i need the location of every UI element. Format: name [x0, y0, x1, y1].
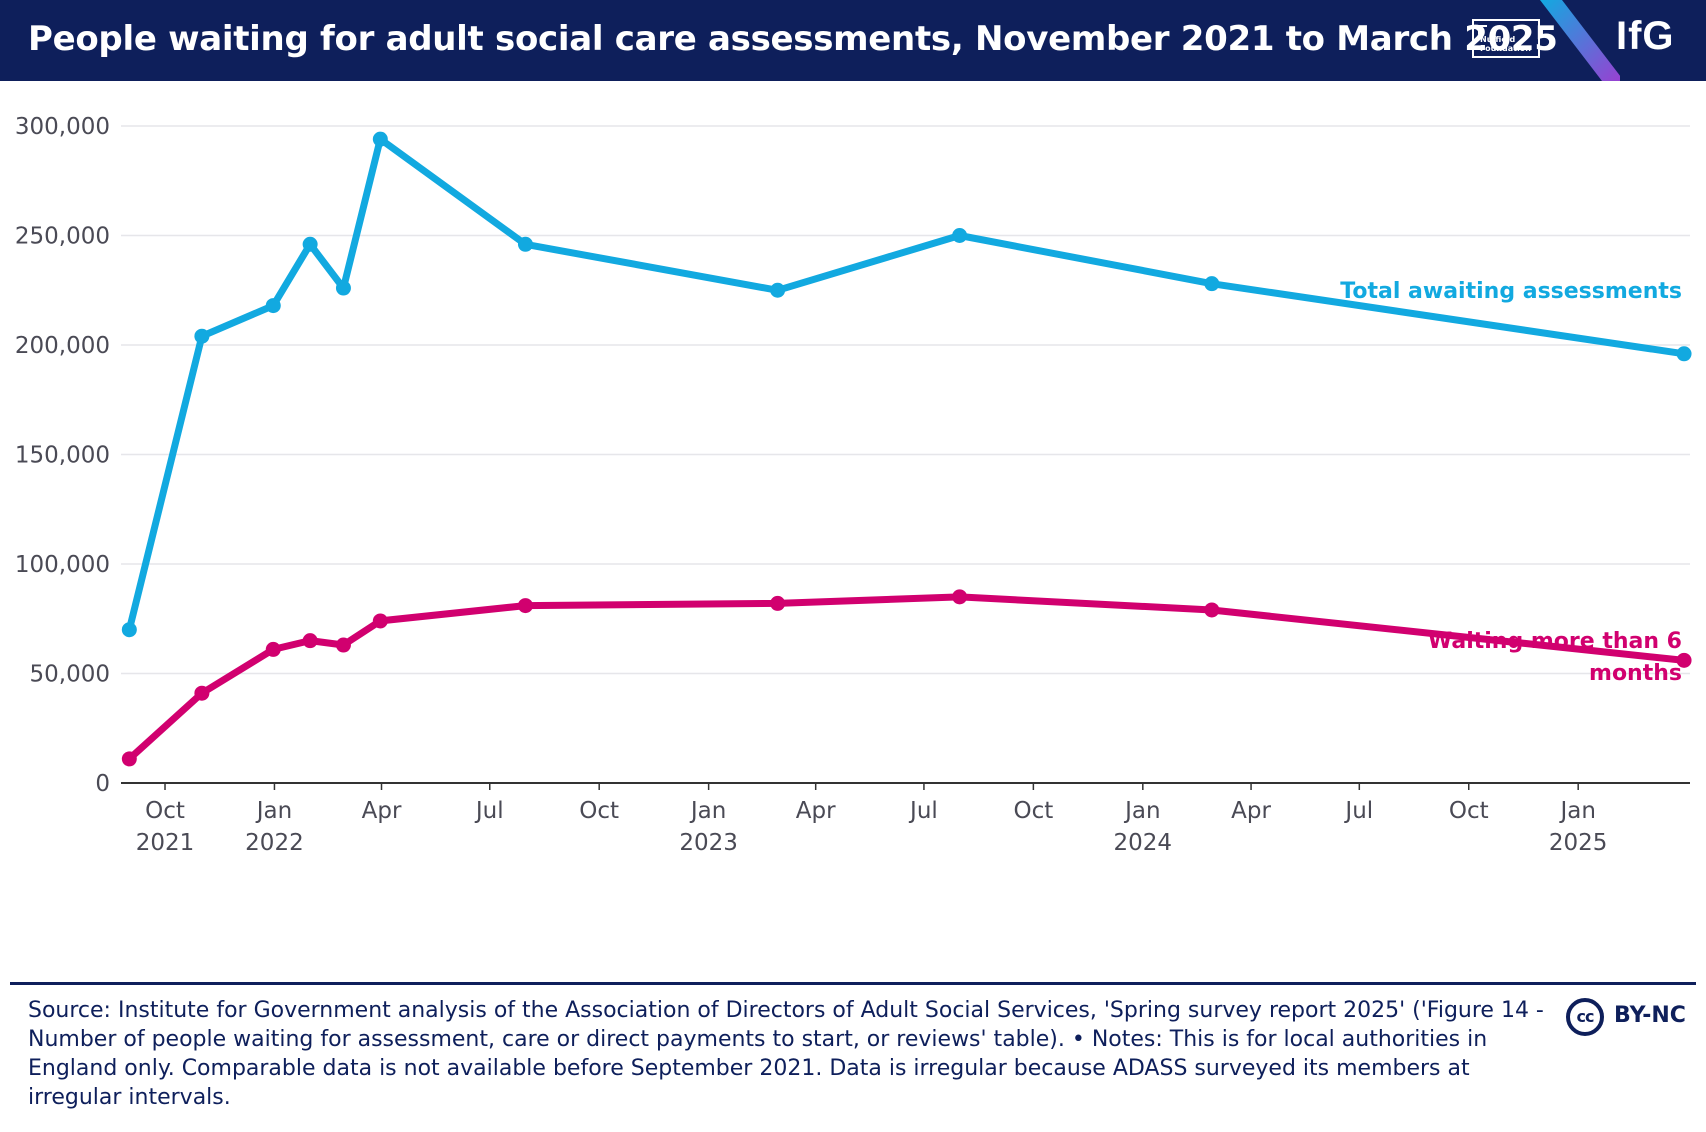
series-label-over-6-months: Waiting more than 6 months — [1428, 629, 1682, 686]
x-tick-year-label: 2021 — [136, 830, 195, 856]
data-point — [302, 236, 318, 252]
y-tick-label: 0 — [95, 771, 110, 797]
x-tick-label: Apr — [1231, 798, 1271, 824]
data-point — [1204, 276, 1220, 292]
data-point — [517, 236, 533, 252]
data-point — [121, 622, 137, 638]
series-line-over-6-months — [125, 593, 1688, 763]
data-point — [335, 280, 351, 296]
x-tick-label: Jan — [255, 798, 292, 824]
data-point — [194, 328, 210, 344]
data-point — [952, 228, 968, 243]
chart-title: People waiting for adult social care ass… — [28, 19, 1558, 59]
x-tick-label: Jan — [689, 798, 726, 824]
y-tick-label: 200,000 — [15, 333, 110, 359]
license-text: BY-NC — [1614, 1003, 1686, 1028]
data-point — [517, 598, 533, 614]
y-tick-label: 100,000 — [15, 552, 110, 578]
data-point — [335, 637, 351, 653]
series-labels: Total awaiting assessments Waiting more t… — [1340, 279, 1682, 686]
series-label-total: Total awaiting assessments — [1340, 279, 1682, 304]
x-tick-label: Apr — [796, 798, 836, 824]
ifg-logo: IfG — [1616, 14, 1675, 58]
data-point — [372, 613, 388, 629]
ifg-stripe-graphic — [1540, 0, 1620, 81]
series-lines — [121, 131, 1692, 767]
data-point — [1676, 652, 1692, 668]
data-point — [952, 589, 968, 605]
y-tick-label: 300,000 — [15, 114, 110, 140]
x-tick-label: Oct — [145, 798, 185, 824]
x-tick-label: Oct — [579, 798, 619, 824]
data-point — [265, 298, 281, 314]
y-tick-label: 50,000 — [30, 662, 110, 688]
x-tick-year-label: 2022 — [245, 830, 304, 856]
creative-commons-icon: cc — [1566, 998, 1604, 1036]
x-tick-label: Jan — [1558, 798, 1595, 824]
x-tick-label: Jan — [1123, 798, 1160, 824]
x-tick-label: Apr — [362, 798, 402, 824]
x-tick-label: Oct — [1013, 798, 1053, 824]
x-tick-label: Oct — [1449, 798, 1489, 824]
data-point — [770, 595, 786, 611]
x-tick-year-label: 2025 — [1549, 830, 1608, 856]
data-point — [302, 633, 318, 649]
data-point — [265, 641, 281, 657]
x-tick-label: Jul — [474, 798, 504, 824]
y-tick-label: 150,000 — [15, 443, 110, 469]
data-point — [121, 751, 137, 767]
data-point — [1204, 602, 1220, 618]
axes: 0 50,000 100,000 150,000 200,000 250,000 300,0… — [15, 114, 1690, 856]
series-line-total — [125, 135, 1688, 634]
data-point — [1676, 346, 1692, 362]
gridlines — [121, 125, 1690, 675]
footer-divider — [10, 982, 1696, 985]
y-tick-label: 250,000 — [15, 224, 110, 250]
data-point — [770, 282, 786, 298]
x-tick-year-label: 2023 — [679, 830, 738, 856]
header-bar: People waiting for adult social care ass… — [0, 0, 1706, 81]
data-point — [194, 685, 210, 701]
nuffield-foundation-logo: Nuffield Foundation — [1472, 19, 1540, 58]
line-chart: 0 50,000 100,000 150,000 200,000 250,000 300,0… — [15, 114, 1692, 856]
x-tick-label: Jul — [1343, 798, 1373, 824]
source-note: Source: Institute for Government analysi… — [28, 998, 1544, 1110]
data-point — [372, 131, 388, 147]
x-tick-year-label: 2024 — [1114, 830, 1173, 856]
x-tick-label: Jul — [908, 798, 938, 824]
